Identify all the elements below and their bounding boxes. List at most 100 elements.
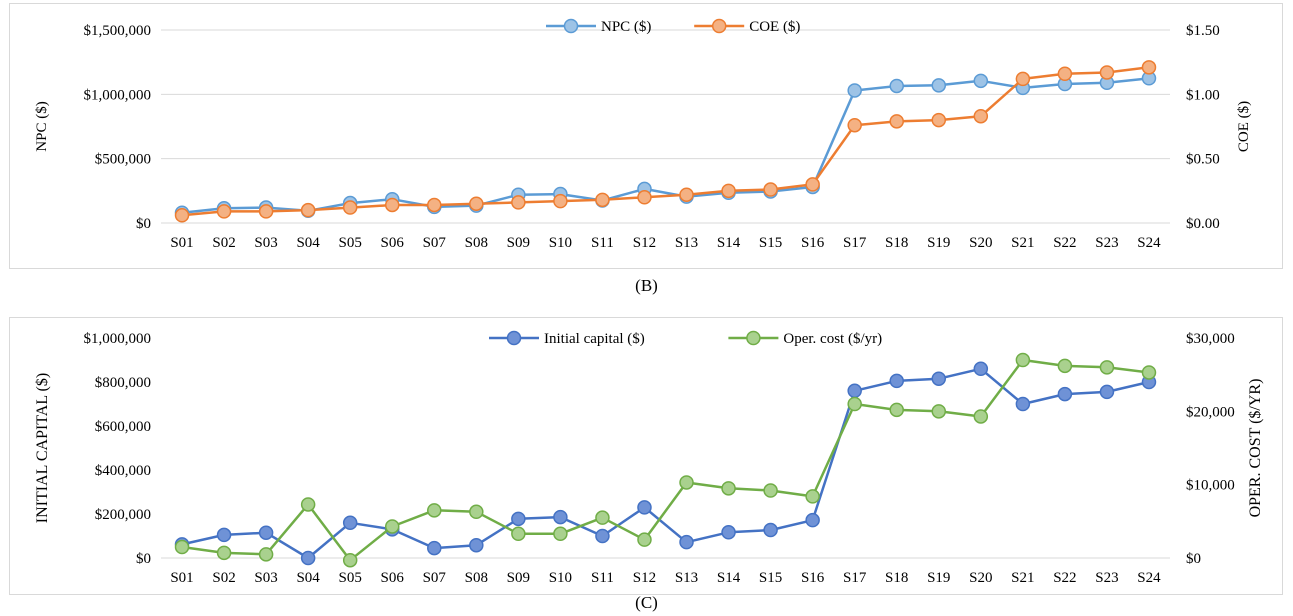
x-tick-label: S07: [423, 570, 447, 586]
data-point: [511, 526, 526, 542]
chart-C-svg: $0 $200,000 $400,000 $600,000 $800,000 $1,000…: [34, 330, 1264, 586]
chart-b-panel: $0 $500,000 $1,000,000 $1,500,000 $0.00 $0.50…: [9, 3, 1283, 269]
x-tick-label: S24: [1137, 235, 1161, 251]
chart-c-panel: $0 $200,000 $400,000 $600,000 $800,000 $1,000…: [9, 317, 1283, 595]
y-left-tick-label: $600,000: [95, 419, 151, 435]
data-point: [300, 497, 316, 512]
x-tick-label: S08: [465, 570, 488, 586]
x-tick-label: S08: [465, 235, 488, 251]
x-tick-label: S15: [759, 570, 782, 586]
data-point: [679, 534, 694, 550]
data-point: [1015, 396, 1031, 412]
data-point: [258, 547, 274, 562]
y-left-tick-label: $0: [136, 216, 151, 232]
data-point: [469, 196, 484, 211]
data-point: [469, 537, 484, 553]
data-point: [763, 522, 778, 538]
data-point: [216, 527, 232, 543]
data-point: [553, 509, 568, 525]
y-left-tick-label: $500,000: [95, 152, 151, 168]
x-tick-label: S18: [885, 235, 908, 251]
x-tick-label: S06: [381, 570, 405, 586]
data-point: [258, 204, 274, 219]
x-tick-label: S09: [507, 235, 530, 251]
x-tick-label: S05: [339, 570, 362, 586]
data-point: [1099, 360, 1115, 375]
data-point: [931, 371, 947, 386]
data-point: [342, 515, 358, 531]
x-tick-label: S16: [801, 570, 825, 586]
data-point: [847, 396, 862, 412]
data-point: [637, 532, 652, 547]
legend-marker: [563, 18, 579, 34]
x-tick-label: S24: [1137, 570, 1161, 586]
data-point: [1015, 71, 1031, 87]
y-left-tick-label: $400,000: [95, 463, 151, 479]
data-point: [973, 409, 989, 424]
y-left-axis-title: INITIAL CAPITAL ($): [34, 373, 51, 523]
x-tick-label: S20: [969, 570, 992, 586]
data-point: [805, 512, 820, 528]
data-point: [805, 489, 820, 504]
y-right-tick-label: $30,000: [1186, 331, 1235, 347]
y-left-tick-label: $0: [136, 551, 151, 567]
data-point: [721, 183, 736, 199]
x-tick-label: S23: [1095, 570, 1118, 586]
x-tick-label: S01: [170, 235, 193, 251]
data-point: [763, 483, 778, 498]
data-point: [1099, 384, 1115, 400]
x-tick-label: S22: [1053, 235, 1076, 251]
y-right-tick-label: $0.00: [1186, 216, 1220, 232]
data-point: [427, 540, 442, 556]
data-point: [384, 519, 400, 534]
x-tick-label: S15: [759, 235, 782, 251]
data-point: [637, 190, 652, 205]
x-tick-label: S17: [843, 235, 867, 251]
data-point: [174, 208, 190, 223]
x-tick-label: S18: [885, 570, 908, 586]
data-point: [216, 204, 232, 219]
data-point: [595, 528, 610, 544]
data-point: [973, 73, 989, 89]
x-tick-label: S13: [675, 570, 698, 586]
data-point: [1057, 66, 1073, 81]
x-tick-label: S17: [843, 570, 867, 586]
x-tick-label: S11: [591, 570, 614, 586]
data-point: [679, 187, 694, 202]
data-point: [889, 373, 904, 389]
data-point: [553, 526, 568, 542]
data-point: [300, 202, 316, 218]
y-left-tick-label: $800,000: [95, 375, 151, 391]
x-tick-label: S12: [633, 235, 656, 251]
y-left-axis-title: NPC ($): [34, 101, 50, 151]
data-point: [595, 192, 610, 208]
legend-label: Oper. cost ($/yr): [783, 331, 882, 347]
data-point: [973, 361, 989, 377]
data-point: [679, 475, 694, 490]
data-point: [1057, 386, 1073, 402]
x-tick-label: S13: [675, 235, 698, 251]
x-tick-label: S21: [1011, 235, 1034, 251]
data-point: [427, 197, 442, 213]
y-right-axis-title: COE ($): [1236, 101, 1252, 152]
data-point: [342, 200, 358, 215]
legend-label: Initial capital ($): [544, 331, 645, 347]
x-tick-label: S11: [591, 235, 614, 251]
x-tick-label: S23: [1095, 235, 1118, 251]
data-point: [931, 112, 947, 128]
x-tick-label: S12: [633, 570, 656, 586]
x-tick-label: S04: [296, 570, 320, 586]
data-point: [805, 177, 820, 192]
data-point: [469, 504, 484, 520]
y-right-tick-label: $20,000: [1186, 404, 1235, 420]
data-point: [931, 404, 947, 419]
legend-marker: [506, 330, 522, 346]
x-tick-label: S14: [717, 235, 741, 251]
data-point: [889, 402, 904, 418]
data-point: [342, 552, 358, 568]
data-point: [1141, 365, 1157, 380]
x-tick-label: S16: [801, 235, 825, 251]
data-point: [216, 545, 232, 561]
data-point: [763, 182, 778, 197]
x-tick-label: S22: [1053, 570, 1076, 586]
